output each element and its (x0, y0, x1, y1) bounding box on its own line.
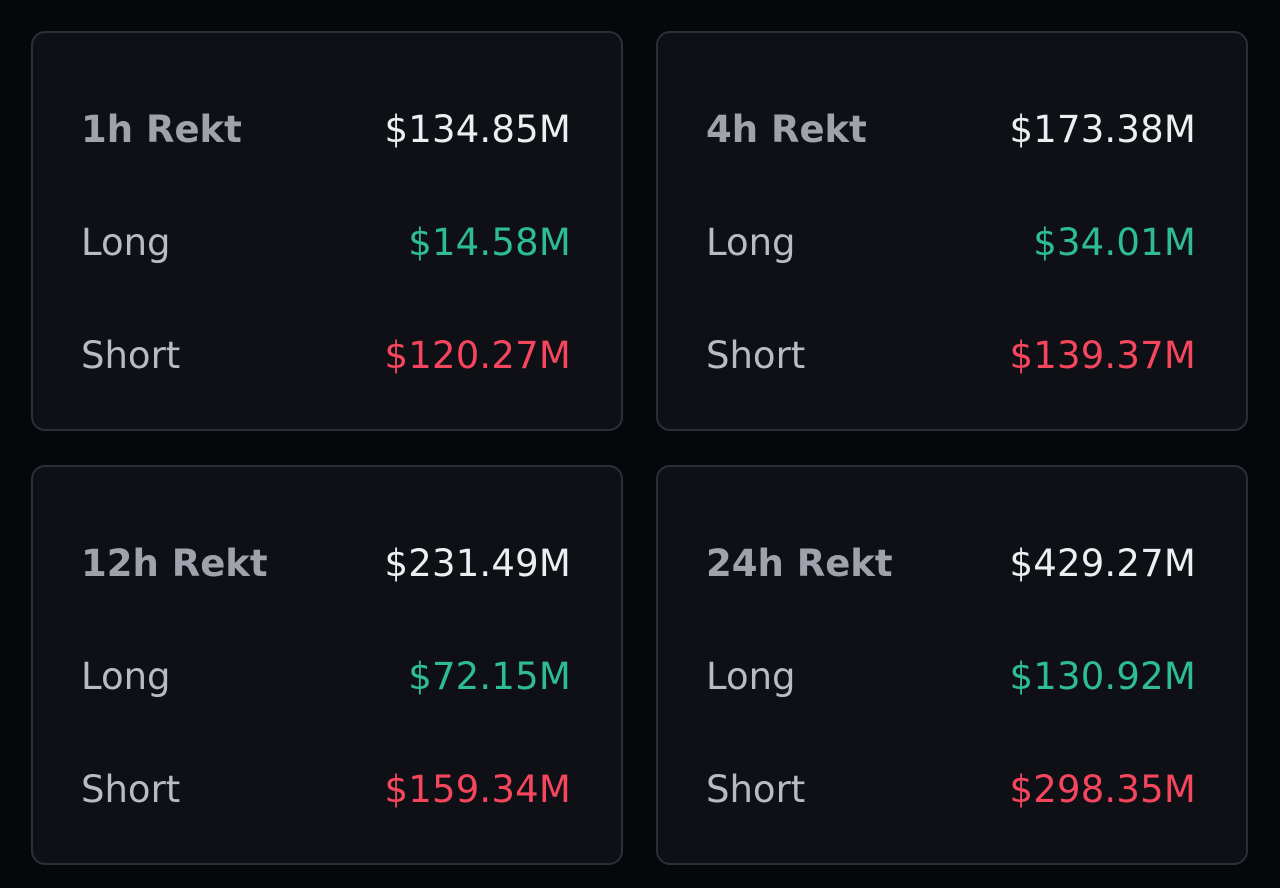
total-value: $173.38M (1009, 107, 1196, 151)
short-value: $120.27M (384, 333, 571, 377)
short-row: Short $139.37M (706, 327, 1196, 383)
short-value: $139.37M (1009, 333, 1196, 377)
rekt-card-12h: 12h Rekt $231.49M Long $72.15M Short $15… (31, 465, 623, 865)
long-row: Long $14.58M (81, 214, 571, 270)
short-row: Short $159.34M (81, 761, 571, 817)
total-value: $231.49M (384, 541, 571, 585)
long-label: Long (81, 654, 171, 698)
rekt-card-4h: 4h Rekt $173.38M Long $34.01M Short $139… (656, 31, 1248, 431)
total-value: $429.27M (1009, 541, 1196, 585)
total-value: $134.85M (384, 107, 571, 151)
total-row: 4h Rekt $173.38M (706, 101, 1196, 157)
long-label: Long (81, 220, 171, 264)
short-label: Short (706, 767, 806, 811)
short-row: Short $120.27M (81, 327, 571, 383)
long-label: Long (706, 654, 796, 698)
rekt-card-1h: 1h Rekt $134.85M Long $14.58M Short $120… (31, 31, 623, 431)
long-value: $130.92M (1009, 654, 1196, 698)
short-label: Short (81, 767, 181, 811)
rekt-card-24h: 24h Rekt $429.27M Long $130.92M Short $2… (656, 465, 1248, 865)
long-value: $34.01M (1033, 220, 1196, 264)
total-row: 24h Rekt $429.27M (706, 535, 1196, 591)
long-value: $14.58M (408, 220, 571, 264)
total-row: 1h Rekt $134.85M (81, 101, 571, 157)
card-title: 1h Rekt (81, 107, 242, 151)
short-value: $159.34M (384, 767, 571, 811)
short-label: Short (706, 333, 806, 377)
long-row: Long $72.15M (81, 648, 571, 704)
long-row: Long $130.92M (706, 648, 1196, 704)
short-value: $298.35M (1009, 767, 1196, 811)
long-value: $72.15M (408, 654, 571, 698)
short-row: Short $298.35M (706, 761, 1196, 817)
short-label: Short (81, 333, 181, 377)
long-row: Long $34.01M (706, 214, 1196, 270)
card-title: 12h Rekt (81, 541, 268, 585)
card-title: 24h Rekt (706, 541, 893, 585)
long-label: Long (706, 220, 796, 264)
card-title: 4h Rekt (706, 107, 867, 151)
total-row: 12h Rekt $231.49M (81, 535, 571, 591)
